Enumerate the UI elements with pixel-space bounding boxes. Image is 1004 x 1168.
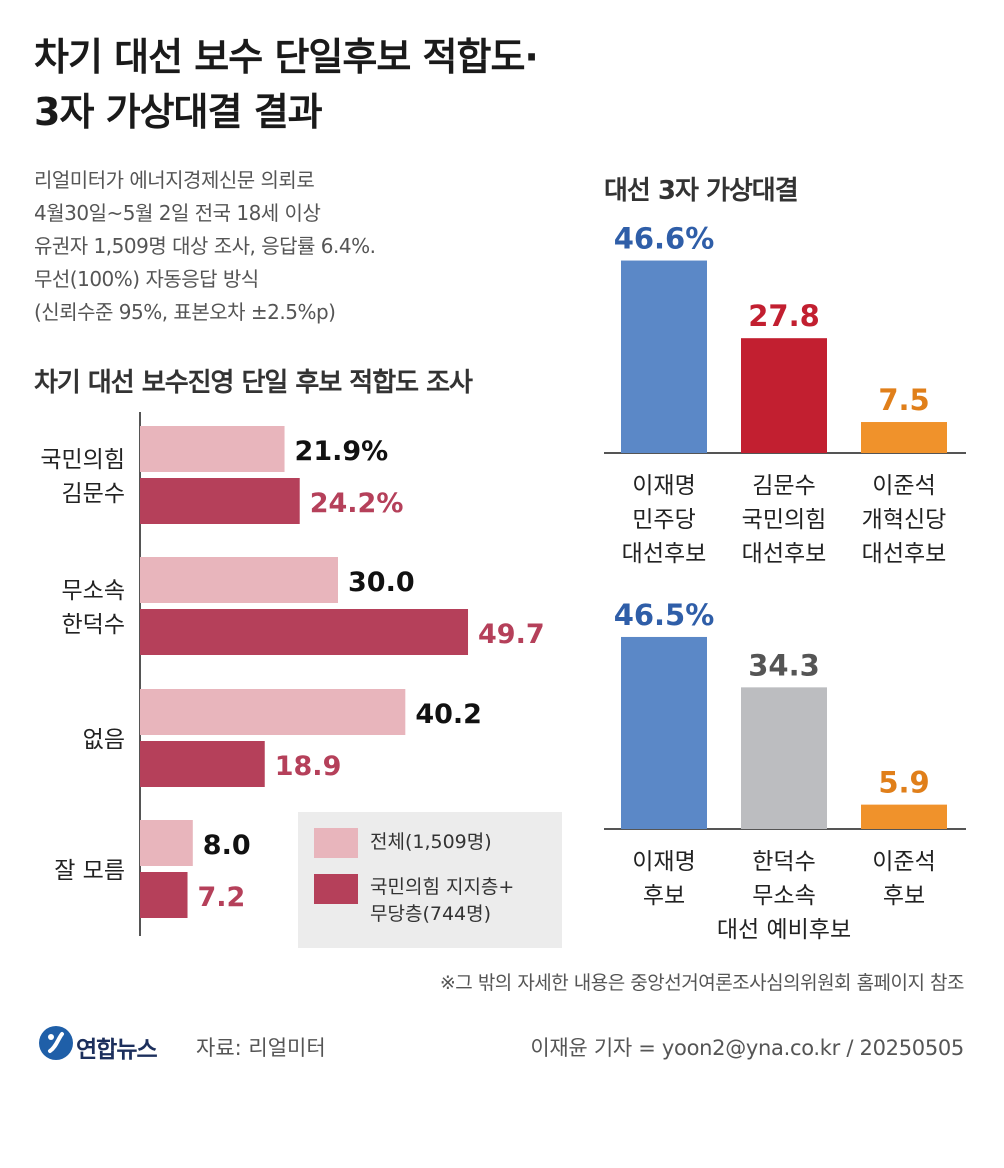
left-chart-title: 차기 대선 보수진영 단일 후보 적합도 조사 xyxy=(34,368,473,398)
bar xyxy=(140,478,300,524)
bar xyxy=(140,609,469,655)
survey-description: 리얼미터가 에너지경제신문 의뢰로 4월30일~5월 2일 전국 18세 이상 … xyxy=(34,164,414,329)
data-label: 46.5% xyxy=(614,598,715,632)
logo-text: 연합뉴스 xyxy=(76,1037,158,1063)
legend-label-supporters: 국민의힘 지지층+ 무당층(744명) xyxy=(370,874,514,928)
category-label: 김문수 xyxy=(752,473,815,499)
category-label: 이준석 xyxy=(872,473,935,499)
title-line-1: 차기 대선 보수 단일후보 적합도· xyxy=(34,35,539,79)
yonhap-logo-icon xyxy=(39,1026,73,1060)
bar xyxy=(140,872,188,918)
category-label: 잘 모름 xyxy=(54,858,125,884)
data-label: 7.5 xyxy=(878,383,929,417)
data-label: 46.6% xyxy=(614,222,715,256)
data-label: 18.9 xyxy=(275,751,342,782)
legend-label-line: 무당층(744명) xyxy=(370,903,492,925)
data-label: 21.9% xyxy=(295,436,389,467)
data-label: 24.2% xyxy=(310,488,404,519)
data-label: 8.0 xyxy=(203,830,251,861)
data-label: 34.3 xyxy=(748,648,820,682)
bar xyxy=(140,557,338,603)
category-label: 개혁신당 xyxy=(862,507,947,533)
bar xyxy=(621,260,707,453)
category-label: 김문수 xyxy=(62,481,125,507)
category-label: 한덕수 xyxy=(752,849,815,875)
category-label: 대선후보 xyxy=(862,541,947,567)
data-label: 27.8 xyxy=(748,299,820,333)
description-line: 유권자 1,509명 대상 조사, 응답률 6.4%. xyxy=(34,234,376,258)
category-label: 이재명 xyxy=(632,849,695,875)
category-label: 후보 xyxy=(643,883,685,909)
category-label: 민주당 xyxy=(632,507,695,533)
legend-swatch-supporters xyxy=(314,874,358,904)
category-label: 대선후보 xyxy=(622,541,707,567)
category-label: 없음 xyxy=(83,727,125,753)
footnote: ※그 밖의 자세한 내용은 중앙선거여론조사심의위원회 홈페이지 참조 xyxy=(439,972,965,994)
description-line: (신뢰수준 95%, 표본오차 ±2.5%p) xyxy=(34,300,336,324)
description-line: 4월30일~5월 2일 전국 18세 이상 xyxy=(34,201,321,225)
source: 자료: 리얼미터 xyxy=(196,1036,326,1060)
bar xyxy=(741,687,827,829)
legend-label-line: 국민의힘 지지층+ xyxy=(370,876,515,898)
category-label: 무소속 xyxy=(752,883,815,909)
category-label: 대선후보 xyxy=(742,541,827,567)
category-label: 후보 xyxy=(883,883,925,909)
bar xyxy=(741,338,827,453)
data-label: 5.9 xyxy=(878,766,929,800)
legend-label-total: 전체(1,509명) xyxy=(370,831,492,853)
legend: 전체(1,509명) 국민의힘 지지층+ 무당층(744명) xyxy=(298,812,562,948)
data-label: 40.2 xyxy=(415,699,482,730)
bar xyxy=(621,636,707,829)
bar xyxy=(861,804,947,829)
legend-swatch-total xyxy=(314,828,358,858)
category-label: 대선 예비후보 xyxy=(717,917,851,943)
category-label: 국민의힘 xyxy=(742,507,827,533)
data-label: 49.7 xyxy=(478,619,545,650)
description-line: 무선(100%) 자동응답 방식 xyxy=(34,267,259,291)
category-label: 이준석 xyxy=(872,849,935,875)
bar xyxy=(140,689,406,735)
data-label: 7.2 xyxy=(198,882,246,913)
credit: 이재윤 기자 = yoon2@yna.co.kr / 20250505 xyxy=(530,1036,964,1060)
category-label: 한덕수 xyxy=(62,612,125,638)
bar xyxy=(140,820,193,866)
bar xyxy=(140,426,285,472)
bar xyxy=(140,741,265,787)
category-label: 무소속 xyxy=(62,578,125,604)
description-line: 리얼미터가 에너지경제신문 의뢰로 xyxy=(34,168,315,192)
right-chart-title: 대선 3자 가상대결 xyxy=(604,176,799,206)
category-label: 이재명 xyxy=(632,473,695,499)
bar xyxy=(861,422,947,453)
category-label: 국민의힘 xyxy=(40,447,125,473)
page-title: 차기 대선 보수 단일후보 적합도· 3자 가상대결 결과 xyxy=(34,30,714,140)
data-label: 30.0 xyxy=(348,567,415,598)
title-line-2: 3자 가상대결 결과 xyxy=(34,90,323,134)
